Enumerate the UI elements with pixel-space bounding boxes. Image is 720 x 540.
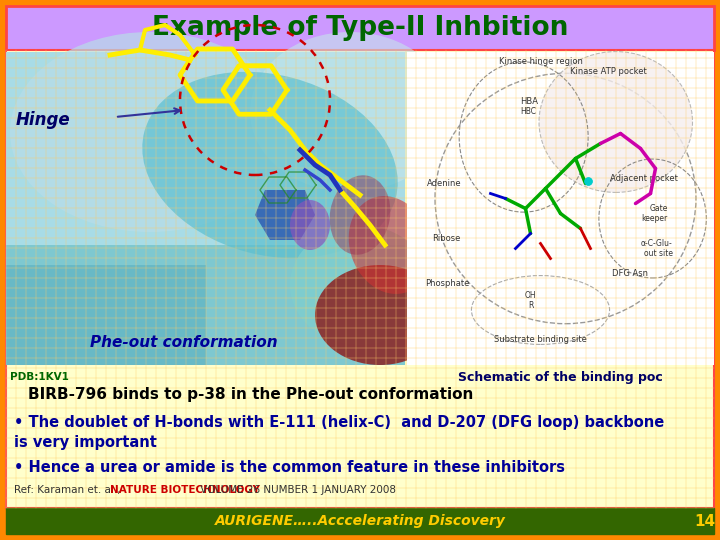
FancyBboxPatch shape — [407, 52, 714, 365]
Text: Phe-out conformation: Phe-out conformation — [90, 335, 278, 350]
Text: • Hence a urea or amide is the common feature in these inhibitors: • Hence a urea or amide is the common fe… — [14, 460, 565, 475]
Ellipse shape — [10, 32, 290, 232]
Text: HBA: HBA — [520, 98, 538, 106]
FancyBboxPatch shape — [6, 6, 714, 50]
Ellipse shape — [539, 52, 693, 192]
Text: OH: OH — [525, 291, 536, 300]
Text: Substrate binding site: Substrate binding site — [494, 335, 587, 345]
Text: Ribose: Ribose — [432, 234, 460, 243]
Ellipse shape — [250, 32, 450, 192]
Text: R: R — [528, 300, 534, 309]
FancyBboxPatch shape — [6, 50, 714, 508]
Polygon shape — [255, 190, 315, 240]
Text: NATURE BIOTECHNOLOGY: NATURE BIOTECHNOLOGY — [109, 485, 260, 495]
Ellipse shape — [290, 200, 330, 250]
Text: 14: 14 — [694, 514, 716, 529]
Text: Kinase hinge region: Kinase hinge region — [498, 57, 582, 66]
Text: • The doublet of H-bonds with E-111 (helix-C)  and D-207 (DFG loop) backbone: • The doublet of H-bonds with E-111 (hel… — [14, 415, 665, 430]
FancyBboxPatch shape — [6, 52, 405, 245]
Ellipse shape — [330, 176, 390, 255]
Text: Schematic of the binding poc: Schematic of the binding poc — [458, 370, 663, 383]
FancyBboxPatch shape — [6, 508, 714, 534]
Text: Adjacent pocket: Adjacent pocket — [610, 174, 678, 183]
Text: Gate
keeper: Gate keeper — [642, 204, 667, 223]
FancyBboxPatch shape — [6, 52, 405, 365]
FancyBboxPatch shape — [6, 265, 206, 365]
Ellipse shape — [143, 72, 397, 258]
Text: is very important: is very important — [14, 435, 157, 450]
Text: VOLUME 26 NUMBER 1 JANUARY 2008: VOLUME 26 NUMBER 1 JANUARY 2008 — [197, 485, 396, 495]
Text: PDB:1KV1: PDB:1KV1 — [10, 372, 69, 382]
Text: Example of Type-II Inhbition: Example of Type-II Inhbition — [152, 15, 568, 41]
Text: Ref: Karaman et. al.,: Ref: Karaman et. al., — [14, 485, 124, 495]
Text: Phosphate: Phosphate — [425, 279, 469, 288]
Text: HBC: HBC — [521, 107, 536, 117]
Text: DFG Asn: DFG Asn — [611, 269, 647, 278]
Text: α-C-Glu-
out site: α-C-Glu- out site — [641, 239, 672, 258]
Text: Hinge: Hinge — [16, 111, 71, 129]
Text: Kinase ATP pocket: Kinase ATP pocket — [570, 68, 647, 77]
Text: AURIGENE…..Acccelerating Discovery: AURIGENE…..Acccelerating Discovery — [215, 514, 505, 528]
Text: BIRB-796 binds to p-38 in the Phe-out conformation: BIRB-796 binds to p-38 in the Phe-out co… — [28, 387, 473, 402]
Text: Adenine: Adenine — [427, 179, 462, 188]
Ellipse shape — [290, 225, 430, 345]
Ellipse shape — [315, 265, 445, 365]
Ellipse shape — [348, 196, 431, 294]
